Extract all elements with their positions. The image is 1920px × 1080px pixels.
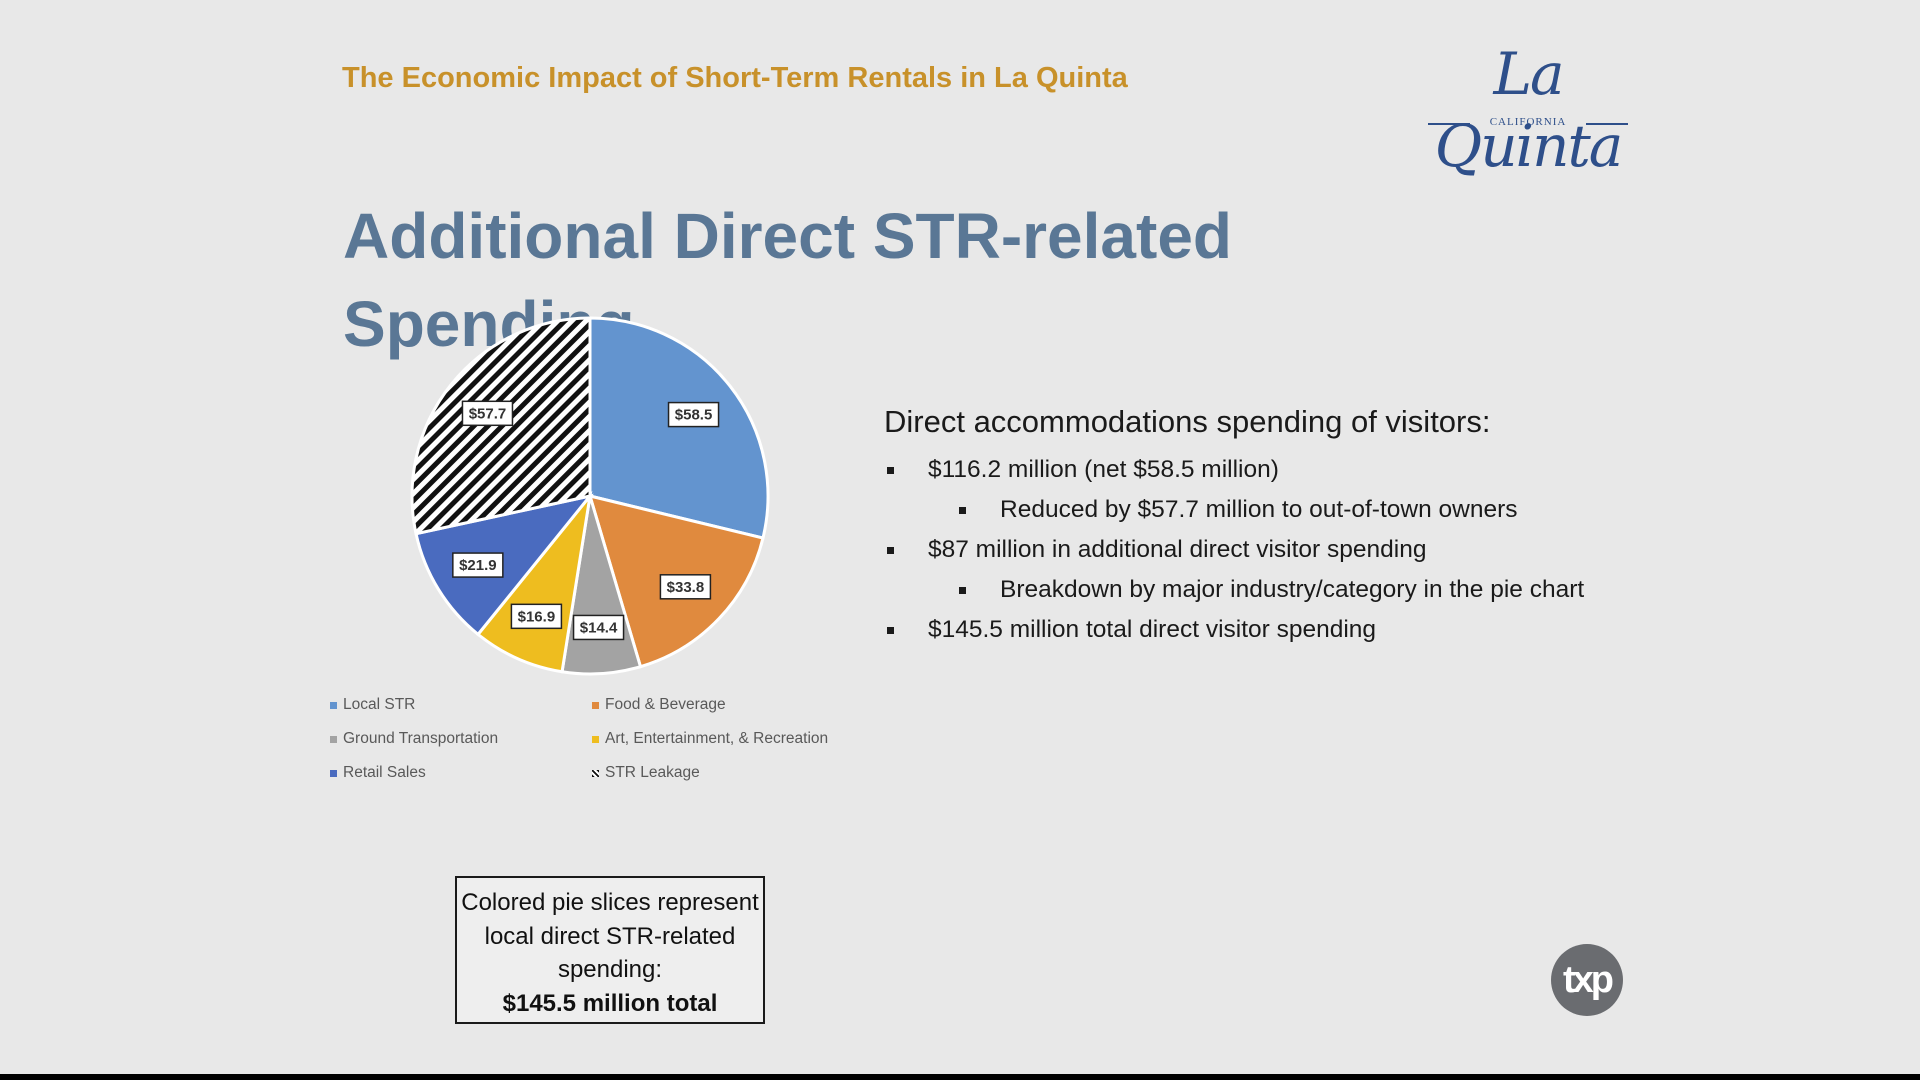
legend-label: STR Leakage <box>605 764 700 781</box>
note-text: Colored pie slices represent local direc… <box>461 889 759 983</box>
legend-swatch <box>330 735 337 743</box>
legend-swatch <box>330 701 337 709</box>
note-total: $145.5 million total <box>502 989 718 1017</box>
legend-label: Retail Sales <box>343 764 426 781</box>
legend-label: Ground Transportation <box>343 730 499 747</box>
bullet-text: $116.2 million (net $58.5 million) <box>928 456 1279 483</box>
bullet-marker-icon <box>959 587 966 594</box>
bullet-item: $116.2 million (net $58.5 million) <box>884 450 1604 490</box>
data-label: $33.8 <box>667 579 705 596</box>
data-label-box <box>510 603 563 630</box>
bullet-text: $145.5 million total direct visitor spen… <box>928 616 1377 643</box>
bullet-marker-icon <box>887 467 894 474</box>
bullet-item: $145.5 million total direct visitor spen… <box>884 610 1604 650</box>
pie-slice-local-str <box>588 316 770 540</box>
logo-wordmark: La Quinta <box>1434 40 1624 180</box>
data-label-box <box>452 552 504 578</box>
logo-rule-right <box>1586 123 1628 125</box>
bullets-heading: Direct accommodations spending of visito… <box>884 404 1491 439</box>
legend-label: Local STR <box>343 696 416 713</box>
data-label: $21.9 <box>459 557 497 574</box>
legend-label: Art, Entertainment, & Recreation <box>605 730 829 747</box>
legend-swatch <box>592 735 599 743</box>
legend-item: Ground Transportation <box>330 730 498 748</box>
bullet-list: Direct accommodations spending of visito… <box>884 404 1604 650</box>
bullet-text: Reduced by $57.7 million to out-of-town … <box>1000 496 1518 523</box>
legend-swatch <box>592 769 599 777</box>
data-label: $14.4 <box>580 619 618 636</box>
legend-swatch <box>592 701 599 709</box>
legend-item: Art, Entertainment, & Recreation <box>592 730 828 748</box>
txp-logo-icon: txp <box>1551 944 1623 1016</box>
header-title: The Economic Impact of Short-Term Rental… <box>342 62 1128 94</box>
logo-subtext: CALIFORNIA <box>1489 116 1567 128</box>
legend-swatch <box>330 769 337 777</box>
bullet-marker-icon <box>887 547 894 554</box>
note-box: Colored pie slices represent local direc… <box>455 876 765 1024</box>
legend-label: Food & Beverage <box>605 696 726 713</box>
data-label-box <box>461 400 514 427</box>
data-label-box <box>572 614 625 641</box>
legend-item: Local STR <box>330 696 415 714</box>
pie-chart: $58.5 $33.8 $14.4 $16.9 $21.9 $57.7 <box>410 316 770 676</box>
data-label: $57.7 <box>469 405 507 422</box>
la-quinta-logo: La Quinta CALIFORNIA <box>1418 38 1638 180</box>
bullet-text: Breakdown by major industry/category in … <box>1000 576 1585 603</box>
bullet-text: $87 million in additional direct visitor… <box>928 536 1427 563</box>
sub-bullet-item: Reduced by $57.7 million to out-of-town … <box>884 490 1604 530</box>
logo-rule-left <box>1428 123 1470 125</box>
legend-item: STR Leakage <box>592 764 700 782</box>
data-label: $58.5 <box>675 407 713 424</box>
legend-item: Food & Beverage <box>592 696 726 714</box>
bullet-marker-icon <box>887 627 894 634</box>
data-label-box <box>667 401 720 428</box>
legend-item: Retail Sales <box>330 764 426 782</box>
bullet-item: $87 million in additional direct visitor… <box>884 530 1604 570</box>
data-label: $16.9 <box>518 608 556 625</box>
bullet-marker-icon <box>959 507 966 514</box>
data-label-box <box>659 574 712 600</box>
sub-bullet-item: Breakdown by major industry/category in … <box>884 570 1604 610</box>
